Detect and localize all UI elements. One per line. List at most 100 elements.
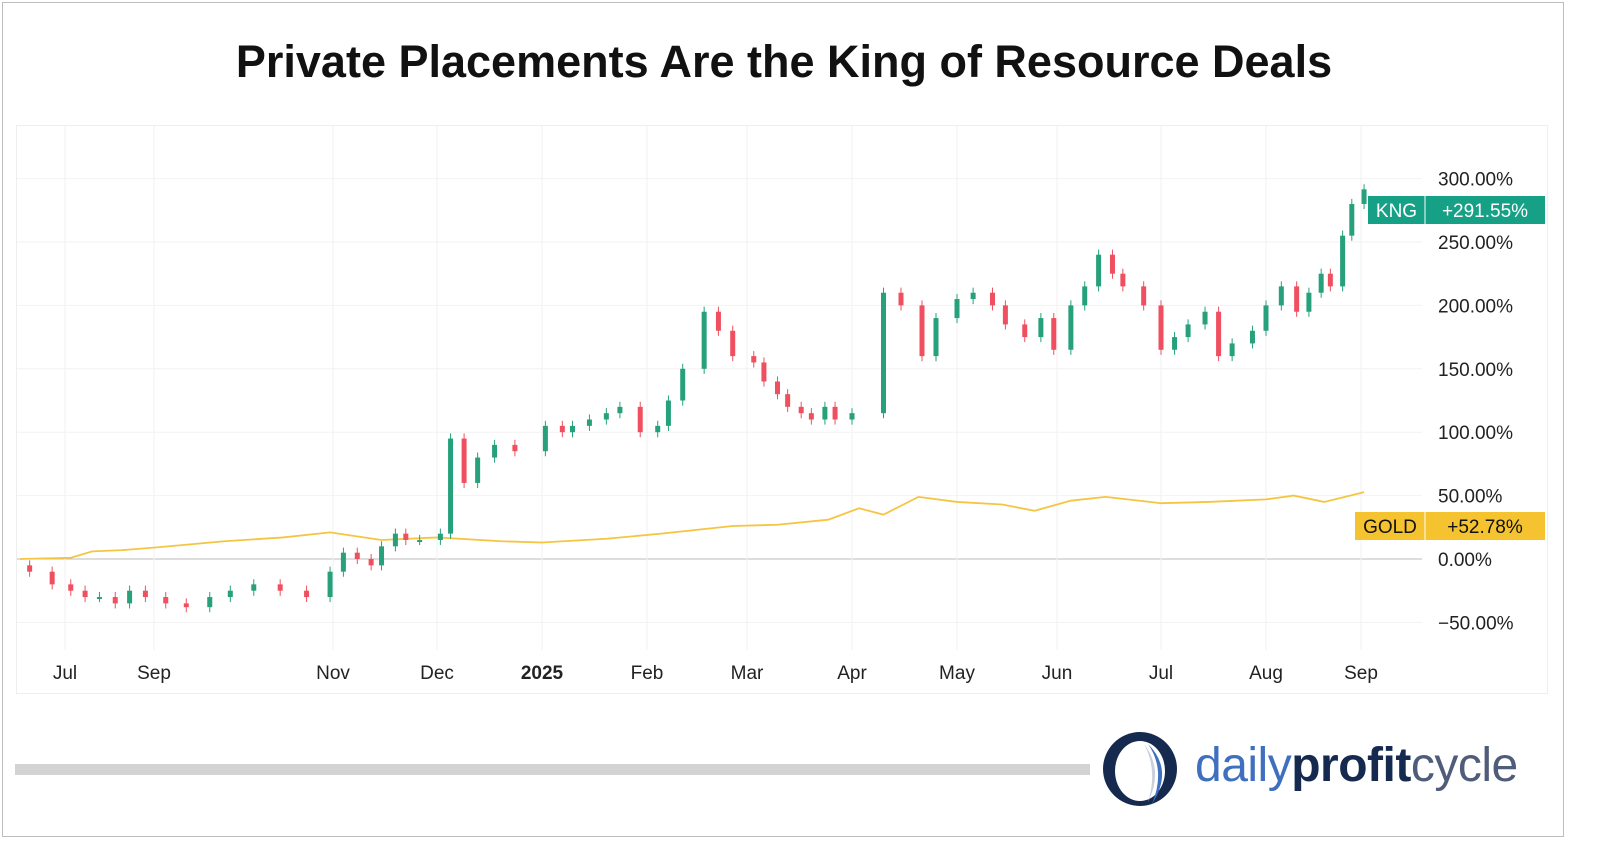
y-tick-label: 250.00%: [1438, 233, 1513, 254]
candle-body: [1216, 311, 1222, 357]
candle-body: [1318, 273, 1324, 293]
x-tick-label: Apr: [837, 663, 867, 684]
candle-body: [1172, 337, 1178, 350]
x-tick-label: Sep: [137, 663, 171, 684]
candle-body: [822, 406, 828, 420]
candle-body: [1120, 273, 1126, 287]
candle-body: [207, 597, 213, 608]
badge-kng: [1368, 196, 1545, 224]
candle-body: [1109, 254, 1115, 274]
candle-body: [96, 597, 102, 600]
x-tick-label: Sep: [1344, 663, 1378, 684]
candle-body: [27, 565, 33, 572]
x-tick-label: May: [939, 663, 975, 684]
candle-body: [403, 533, 409, 540]
candle-body: [142, 590, 148, 598]
series-name-label: GOLD: [1363, 517, 1417, 538]
candle-body: [569, 425, 575, 433]
candle-body: [637, 406, 643, 433]
candle-body: [559, 425, 565, 433]
candle-body: [1340, 235, 1346, 287]
candle-body: [1294, 286, 1300, 312]
candle-body: [1002, 305, 1008, 325]
candle-body: [542, 425, 548, 452]
candle-body: [327, 571, 333, 598]
series-last-value: +291.55%: [1442, 201, 1528, 222]
candle-body: [898, 292, 904, 306]
candle-body: [1051, 318, 1057, 350]
candle-body: [1082, 286, 1088, 306]
candle-body: [881, 292, 886, 414]
candle-body: [919, 305, 925, 357]
candle-body: [512, 444, 518, 452]
candle-body: [1229, 343, 1235, 357]
candle-body: [392, 533, 398, 547]
candle-body: [379, 546, 385, 566]
candle-body: [1361, 189, 1367, 204]
candle-body: [665, 400, 671, 426]
candle-body: [1306, 292, 1312, 312]
x-tick-label: Mar: [731, 663, 764, 684]
y-tick-label: −50.00%: [1438, 613, 1514, 634]
candle-body: [989, 292, 995, 306]
chart-frame: [2, 2, 1564, 837]
candle-body: [1202, 311, 1208, 325]
candle-body: [49, 571, 55, 585]
candle-body: [448, 438, 454, 534]
candle-body: [1022, 324, 1028, 338]
candle-body: [82, 590, 88, 598]
y-tick-label: 0.00%: [1438, 550, 1492, 571]
y-tick-label: 100.00%: [1438, 423, 1513, 444]
candle-body: [808, 413, 814, 420]
candle-body: [1278, 286, 1284, 306]
chart-area: [16, 125, 1548, 694]
candle-body: [1038, 318, 1044, 338]
candle-body: [774, 381, 780, 395]
candle-body: [751, 356, 757, 363]
x-tick-label: Jul: [1149, 663, 1173, 684]
badge-gold: [1355, 512, 1545, 540]
candle-body: [1185, 324, 1191, 338]
candle-body: [680, 368, 686, 401]
gold-line: [19, 491, 1365, 560]
candle-body: [112, 597, 118, 604]
candle-body: [1158, 305, 1164, 350]
y-tick-label: 150.00%: [1438, 360, 1513, 381]
y-tick-label: 300.00%: [1438, 170, 1513, 191]
candle-body: [251, 584, 257, 591]
candle-body: [1249, 330, 1255, 344]
decorative-bar: [15, 764, 1090, 775]
candle-body: [849, 413, 855, 420]
candle-body: [340, 552, 346, 572]
x-tick-label: Dec: [420, 663, 454, 684]
candle-body: [832, 406, 838, 420]
candle-body: [933, 318, 939, 357]
candle-body: [163, 597, 169, 604]
candle-body: [127, 590, 133, 604]
chart-title: Private Placements Are the King of Resou…: [235, 36, 1333, 87]
candle-body: [1096, 254, 1102, 287]
series-last-value: +52.78%: [1447, 517, 1523, 538]
x-tick-label: Nov: [316, 663, 350, 684]
candle-body: [1263, 305, 1269, 331]
logo-circle-icon: [1103, 732, 1177, 806]
candle-body: [1141, 286, 1147, 306]
candle-body: [461, 438, 467, 483]
candle-body: [437, 533, 443, 540]
candle-body: [715, 311, 721, 331]
x-tick-label: Feb: [631, 663, 664, 684]
candle-body: [227, 590, 233, 598]
x-tick-label: Jul: [53, 663, 77, 684]
candle-body: [954, 299, 960, 319]
candle-body: [68, 584, 74, 591]
x-tick-label: Aug: [1249, 663, 1283, 684]
candle-body: [730, 330, 736, 357]
candle-body: [417, 539, 423, 542]
candle-body: [701, 311, 707, 369]
logo-text: dailyprofitcycle: [1195, 739, 1518, 792]
candle-body: [304, 590, 310, 598]
candle-body: [1349, 203, 1355, 236]
candle-body: [761, 362, 767, 382]
candle-body: [183, 603, 189, 608]
